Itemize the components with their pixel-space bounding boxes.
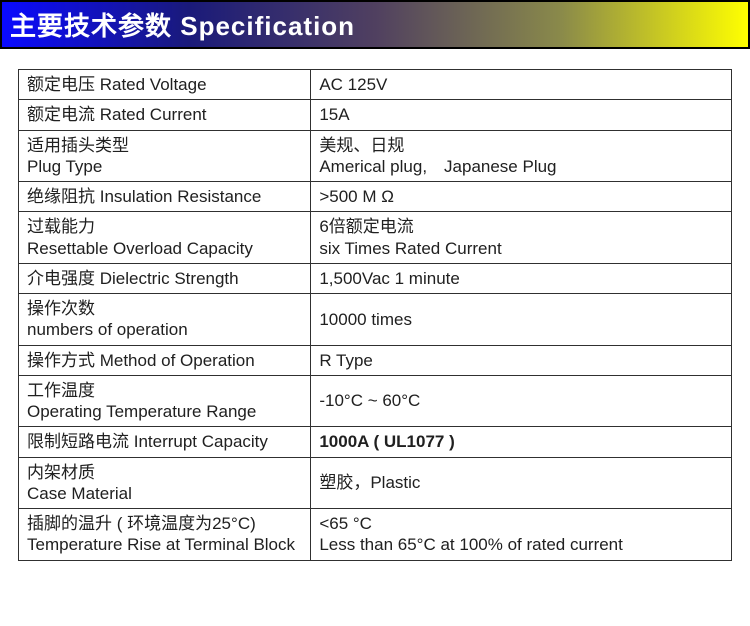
spec-label-en: Rated Voltage (95, 75, 207, 94)
spec-label-cn: 内架材质 (27, 462, 302, 483)
spec-label: 额定电流 Rated Current (19, 100, 311, 130)
table-row: 额定电压 Rated Voltage AC 125V (19, 70, 732, 100)
spec-label-cn: 额定电流 (27, 105, 95, 124)
spec-value: -10°C ~ 60°C (311, 375, 732, 427)
spec-label-en: Resettable Overload Capacity (27, 238, 302, 259)
spec-label-en: Operating Temperature Range (27, 401, 302, 422)
spec-table: 额定电压 Rated Voltage AC 125V 额定电流 Rated Curr… (18, 69, 732, 561)
spec-label-en: Case Material (27, 483, 302, 504)
spec-value-cn: <65 °C (319, 513, 723, 534)
table-row: 过载能力Resettable Overload Capacity6倍额定电流si… (19, 212, 732, 264)
spec-value-text: AC 125V (319, 75, 387, 94)
spec-table-wrap: 额定电压 Rated Voltage AC 125V 额定电流 Rated Curr… (0, 49, 750, 571)
spec-value-text: 10000 times (319, 310, 412, 329)
spec-value-en: six Times Rated Current (319, 238, 723, 259)
spec-value: 1,500Vac 1 minute (311, 263, 732, 293)
spec-value-text: 1000A ( UL1077 ) (319, 432, 454, 451)
spec-label-cn: 过载能力 (27, 216, 302, 237)
spec-value: R Type (311, 345, 732, 375)
spec-label-cn: 额定电压 (27, 75, 95, 94)
spec-label: 工作温度Operating Temperature Range (19, 375, 311, 427)
spec-value: AC 125V (311, 70, 732, 100)
spec-value: 塑胶，Plastic (311, 457, 732, 509)
table-row: 内架材质Case Material 塑胶，Plastic (19, 457, 732, 509)
spec-label: 插脚的温升 ( 环境温度为25°C)Temperature Rise at Te… (19, 509, 311, 561)
spec-value: <65 °CLess than 65°C at 100% of rated cu… (311, 509, 732, 561)
spec-label-en: Plug Type (27, 156, 302, 177)
spec-label-cn: 限制短路电流 (27, 432, 129, 451)
spec-value-text: R Type (319, 351, 373, 370)
spec-value: 美规、日规Americal plug, Japanese Plug (311, 130, 732, 182)
spec-label: 内架材质Case Material (19, 457, 311, 509)
spec-label-en: Method of Operation (95, 351, 255, 370)
header-title-cn: 主要技术参数 (10, 11, 172, 41)
spec-value-text: -10°C ~ 60°C (319, 391, 420, 410)
spec-value-en: Americal plug, Japanese Plug (319, 156, 723, 177)
spec-label-cn: 操作次数 (27, 298, 302, 319)
spec-value-text: 塑胶，Plastic (319, 473, 420, 492)
spec-label-en: Insulation Resistance (95, 187, 261, 206)
table-row: 操作方式 Method of Operation R Type (19, 345, 732, 375)
spec-value: 1000A ( UL1077 ) (311, 427, 732, 457)
spec-label-cn: 介电强度 (27, 269, 95, 288)
spec-label-cn: 工作温度 (27, 380, 302, 401)
spec-table-body: 额定电压 Rated Voltage AC 125V 额定电流 Rated Curr… (19, 70, 732, 561)
table-row: 介电强度 Dielectric Strength 1,500Vac 1 minut… (19, 263, 732, 293)
spec-label: 绝缘阻抗 Insulation Resistance (19, 182, 311, 212)
header-title: 主要技术参数 Specification (10, 11, 355, 41)
spec-value: 15A (311, 100, 732, 130)
spec-label-cn: 插脚的温升 ( 环境温度为25°C) (27, 513, 302, 534)
spec-label-cn: 适用插头类型 (27, 135, 302, 156)
spec-label: 过载能力Resettable Overload Capacity (19, 212, 311, 264)
spec-value-cn: 6倍额定电流 (319, 216, 723, 237)
spec-value: >500 M Ω (311, 182, 732, 212)
spec-value-text: >500 M Ω (319, 187, 394, 206)
table-row: 额定电流 Rated Current 15A (19, 100, 732, 130)
table-row: 工作温度Operating Temperature Range -10°C ~ 6… (19, 375, 732, 427)
spec-label-en: Dielectric Strength (95, 269, 239, 288)
spec-label-en: Temperature Rise at Terminal Block (27, 534, 302, 555)
header-title-en: Specification (180, 11, 355, 41)
spec-label-en: numbers of operation (27, 319, 302, 340)
header-bar: 主要技术参数 Specification (0, 0, 750, 49)
spec-label-cn: 绝缘阻抗 (27, 187, 95, 206)
spec-label: 限制短路电流 Interrupt Capacity (19, 427, 311, 457)
spec-label: 介电强度 Dielectric Strength (19, 263, 311, 293)
table-row: 操作次数numbers of operation 10000 times (19, 294, 732, 346)
spec-label-en: Interrupt Capacity (129, 432, 268, 451)
table-row: 限制短路电流 Interrupt Capacity 1000A ( UL1077 … (19, 427, 732, 457)
spec-label-cn: 操作方式 (27, 351, 95, 370)
spec-value: 10000 times (311, 294, 732, 346)
spec-value-cn: 美规、日规 (319, 135, 723, 156)
spec-value: 6倍额定电流six Times Rated Current (311, 212, 732, 264)
spec-label: 额定电压 Rated Voltage (19, 70, 311, 100)
spec-label: 适用插头类型Plug Type (19, 130, 311, 182)
spec-value-text: 1,500Vac 1 minute (319, 269, 460, 288)
spec-value-en: Less than 65°C at 100% of rated current (319, 534, 723, 555)
spec-value-text: 15A (319, 105, 349, 124)
table-row: 插脚的温升 ( 环境温度为25°C)Temperature Rise at Te… (19, 509, 732, 561)
spec-label-en: Rated Current (95, 105, 207, 124)
spec-label: 操作次数numbers of operation (19, 294, 311, 346)
spec-label: 操作方式 Method of Operation (19, 345, 311, 375)
table-row: 绝缘阻抗 Insulation Resistance >500 M Ω (19, 182, 732, 212)
table-row: 适用插头类型Plug Type美规、日规Americal plug, Japan… (19, 130, 732, 182)
